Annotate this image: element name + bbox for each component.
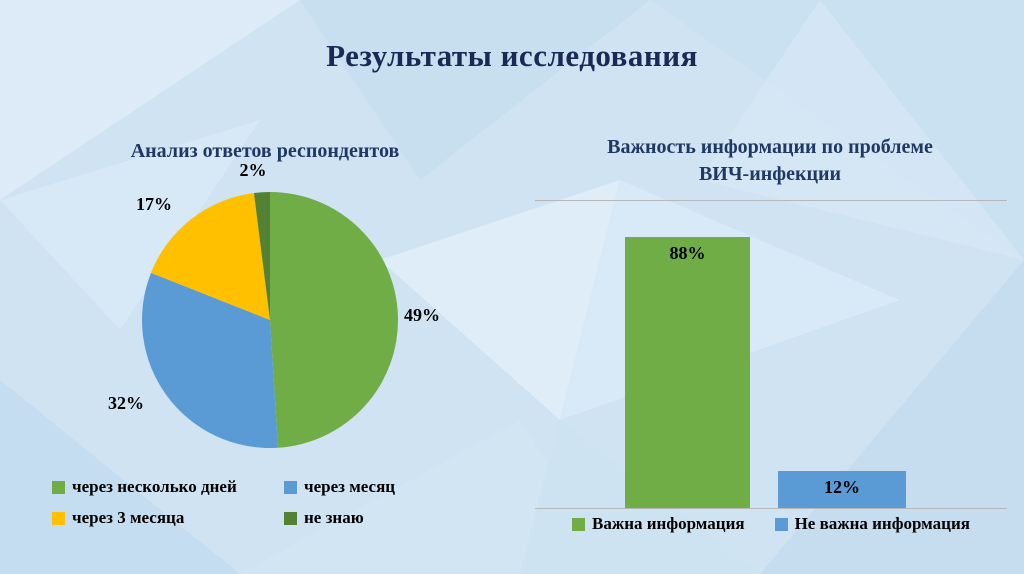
- bar-legend-swatch: [572, 517, 586, 531]
- gridline: [535, 200, 1007, 201]
- pie-legend-swatch: [52, 480, 65, 494]
- pie-slice: [270, 192, 399, 448]
- pie-legend: через несколько дней через месяц через 3…: [52, 477, 395, 528]
- bar: 88%: [625, 236, 750, 508]
- legend-label: Не важна информация: [794, 514, 970, 533]
- pie-data-label: 2%: [239, 160, 267, 180]
- bar-chart-title: Важность информации по проблеме ВИЧ-инфе…: [607, 136, 933, 185]
- legend-item: Не важна информация: [774, 514, 970, 534]
- pie-chart-title: Анализ ответов респондентов: [130, 140, 400, 162]
- pie-chart: [141, 192, 399, 449]
- legend-label: не знаю: [304, 508, 364, 527]
- bar-legend: Важна информация Не важна информация: [535, 514, 1007, 534]
- legend-label: Важна информация: [592, 514, 745, 533]
- legend-item: через 3 месяца: [52, 508, 280, 528]
- pie-slice: [141, 272, 279, 449]
- legend-item: не знаю: [284, 508, 395, 528]
- pie-slice: [150, 193, 270, 320]
- legend-label: через 3 месяца: [72, 508, 185, 527]
- x-axis-line: [535, 508, 1007, 509]
- legend-item: через месяц: [284, 477, 395, 497]
- bar-plot-area: 88% 12%: [535, 200, 1007, 509]
- bar: 12%: [778, 471, 906, 508]
- legend-item: Важна информация: [572, 514, 745, 534]
- pie-data-label: 17%: [136, 194, 172, 214]
- pie-data-label: 32%: [108, 393, 144, 413]
- bar-legend-swatch: [774, 517, 788, 531]
- slide-title: Результаты исследования: [326, 38, 698, 73]
- legend-label: через месяц: [304, 477, 396, 496]
- pie-legend-swatch: [284, 511, 297, 525]
- bar-data-label: 88%: [669, 242, 706, 263]
- legend-label: через несколько дней: [72, 477, 237, 496]
- pie-legend-swatch: [52, 511, 65, 525]
- pie-slice: [253, 192, 270, 320]
- legend-item: через несколько дней: [52, 477, 280, 497]
- pie-data-label: 49%: [404, 305, 440, 325]
- bar-data-label: 12%: [824, 477, 860, 498]
- pie-legend-swatch: [284, 480, 297, 494]
